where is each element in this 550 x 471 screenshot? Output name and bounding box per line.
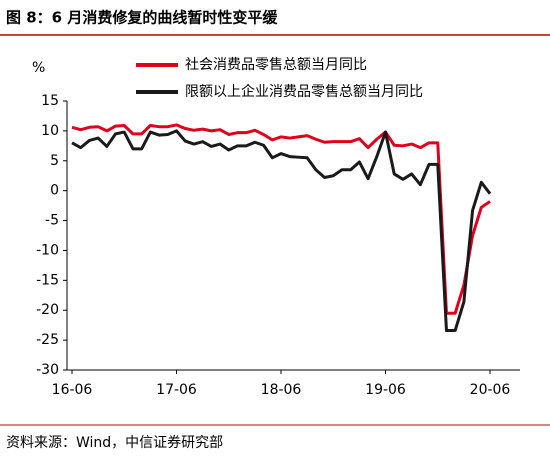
y-tick-label: -30 [36,362,59,378]
y-axis-label: % [32,60,45,76]
x-tick-label: 16-06 [52,382,93,398]
y-tick-label: 15 [41,93,59,109]
x-tick-label: 19-06 [365,382,406,398]
x-tick-label: 20-06 [470,382,511,398]
y-tick-label: 5 [50,153,59,169]
y-tick-label: 0 [50,183,59,199]
series-line [71,129,492,333]
chart-title: 图 8：6 月消费修复的曲线暂时性变平缓 [6,9,278,27]
legend-label: 社会消费品零售总额当月同比 [185,57,367,73]
y-tick-label: 10 [41,123,59,139]
legend-label: 限额以上企业消费品零售总额当月同比 [185,83,423,100]
x-tick-label: 18-06 [261,382,302,398]
y-tick-label: -5 [45,213,59,229]
series-line [71,123,491,315]
y-tick-label: -20 [36,302,59,318]
y-tick-label: -15 [36,272,59,288]
x-tick-label: 17-06 [156,382,197,398]
source: 资料来源：Wind，中信证券研究部 [6,435,223,451]
y-tick-label: -10 [36,242,59,258]
y-tick-label: -25 [36,332,59,348]
